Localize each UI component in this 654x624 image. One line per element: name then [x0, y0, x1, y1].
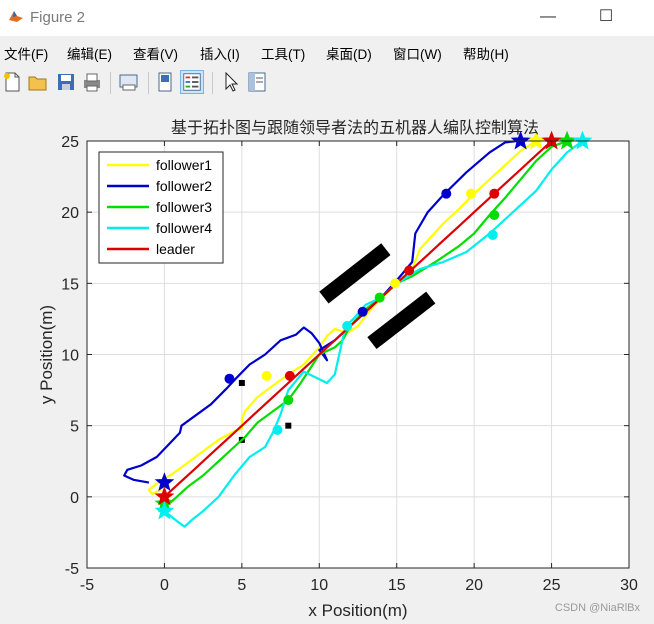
- series-marker-follower2: [357, 306, 368, 317]
- legend-label-follower1: follower1: [156, 157, 212, 173]
- menu-tools[interactable]: 工具(T): [261, 47, 306, 62]
- y-tick-label: -5: [65, 561, 79, 578]
- series-line-follower4: [163, 140, 584, 528]
- series-marker-follower3: [283, 395, 294, 406]
- legend-label-follower2: follower2: [156, 178, 212, 194]
- matlab-app-icon: [9, 11, 23, 22]
- x-tick-label: 0: [160, 577, 169, 594]
- title-bar: Figure 2 — ☐: [0, 0, 654, 36]
- x-tick-label: 5: [237, 577, 246, 594]
- figure-area: -5 0 5 10 15 20 25 30 -5 0 5 10 15 20 25 基于拓扑图与跟随领导者法的五…: [0, 100, 654, 624]
- y-tick-label: 25: [61, 134, 79, 151]
- chart-title: 基于拓扑图与跟随领导者法的五机器人编队控制算法: [171, 118, 539, 137]
- minimize-button[interactable]: —: [540, 8, 556, 25]
- series-marker-follower4: [487, 229, 498, 240]
- series-marker-follower1: [390, 278, 401, 289]
- menu-help[interactable]: 帮助(H): [463, 47, 509, 62]
- series-marker-follower4: [272, 424, 283, 435]
- series-marker-leader: [404, 265, 415, 276]
- menu-window[interactable]: 窗口(W): [393, 47, 442, 62]
- x-tick-label: -5: [80, 577, 94, 594]
- chart-svg: -5 0 5 10 15 20 25 30 -5 0 5 10 15 20 25 基于拓扑图与跟随领导者法的五…: [37, 118, 638, 620]
- series-marker-follower3: [374, 292, 385, 303]
- series-marker-follower2: [441, 188, 452, 199]
- menu-edit[interactable]: 编辑(E): [67, 47, 112, 62]
- obstacle-point: [238, 379, 245, 386]
- x-tick-label: 20: [465, 577, 483, 594]
- series-marker-follower4: [342, 321, 353, 332]
- legend-label-follower4: follower4: [156, 220, 212, 236]
- window-title: Figure 2: [30, 9, 86, 26]
- series-marker-leader: [489, 188, 500, 199]
- start-star-leader: [154, 486, 175, 506]
- menu-bar: 文件(F) 编辑(E) 查看(V) 插入(I) 工具(T) 桌面(D) 窗口(W…: [0, 40, 654, 64]
- pointer-icon[interactable]: [219, 70, 243, 94]
- legend-label-follower3: follower3: [156, 199, 212, 215]
- property-editor-icon[interactable]: [245, 70, 269, 94]
- obstacle-wall: [367, 291, 436, 350]
- series-marker-follower1: [466, 188, 477, 199]
- legend-label-leader: leader: [156, 241, 195, 257]
- save-icon[interactable]: [54, 70, 78, 94]
- legend-icon[interactable]: [180, 70, 204, 94]
- menu-desktop[interactable]: 桌面(D): [326, 47, 372, 62]
- series-marker-follower3: [489, 210, 500, 221]
- menu-insert[interactable]: 插入(I): [200, 47, 240, 62]
- y-tick-label: 10: [61, 348, 79, 365]
- end-star-follower2: [510, 130, 531, 150]
- y-tick-label: 0: [70, 490, 79, 507]
- series-line-follower2: [123, 139, 518, 484]
- x-tick-label: 10: [310, 577, 328, 594]
- new-figure-icon[interactable]: [0, 70, 24, 94]
- series-marker-follower2: [224, 373, 235, 384]
- x-tick-label: 30: [620, 577, 638, 594]
- watermark: CSDN @NiaRlBx: [554, 602, 640, 614]
- open-file-icon[interactable]: [26, 70, 50, 94]
- start-star-follower2: [154, 472, 175, 492]
- end-star-follower4: [572, 130, 593, 150]
- print-icon[interactable]: [80, 70, 104, 94]
- x-axis-label: x Position(m): [308, 601, 407, 620]
- x-tick-label: 15: [388, 577, 406, 594]
- y-tick-label: 5: [70, 419, 79, 436]
- series-line-leader: [163, 140, 553, 498]
- print-preview-icon[interactable]: [117, 70, 141, 94]
- series-marker-follower1: [261, 370, 272, 381]
- menu-file[interactable]: 文件(F): [4, 47, 49, 62]
- series-marker-leader: [284, 370, 295, 381]
- maximize-button[interactable]: ☐: [598, 8, 614, 25]
- y-axis-label: y Position(m): [37, 305, 56, 404]
- plot-browser-icon[interactable]: [153, 70, 177, 94]
- series-line-follower1: [147, 140, 537, 496]
- menu-view[interactable]: 查看(V): [133, 47, 178, 62]
- obstacle-wall: [319, 243, 391, 304]
- y-tick-label: 15: [61, 276, 79, 293]
- start-star-follower4: [154, 500, 175, 520]
- toolbar: [0, 66, 654, 98]
- obstacle-point: [285, 422, 292, 429]
- y-tick-label: 20: [61, 205, 79, 222]
- x-tick-label: 25: [543, 577, 561, 594]
